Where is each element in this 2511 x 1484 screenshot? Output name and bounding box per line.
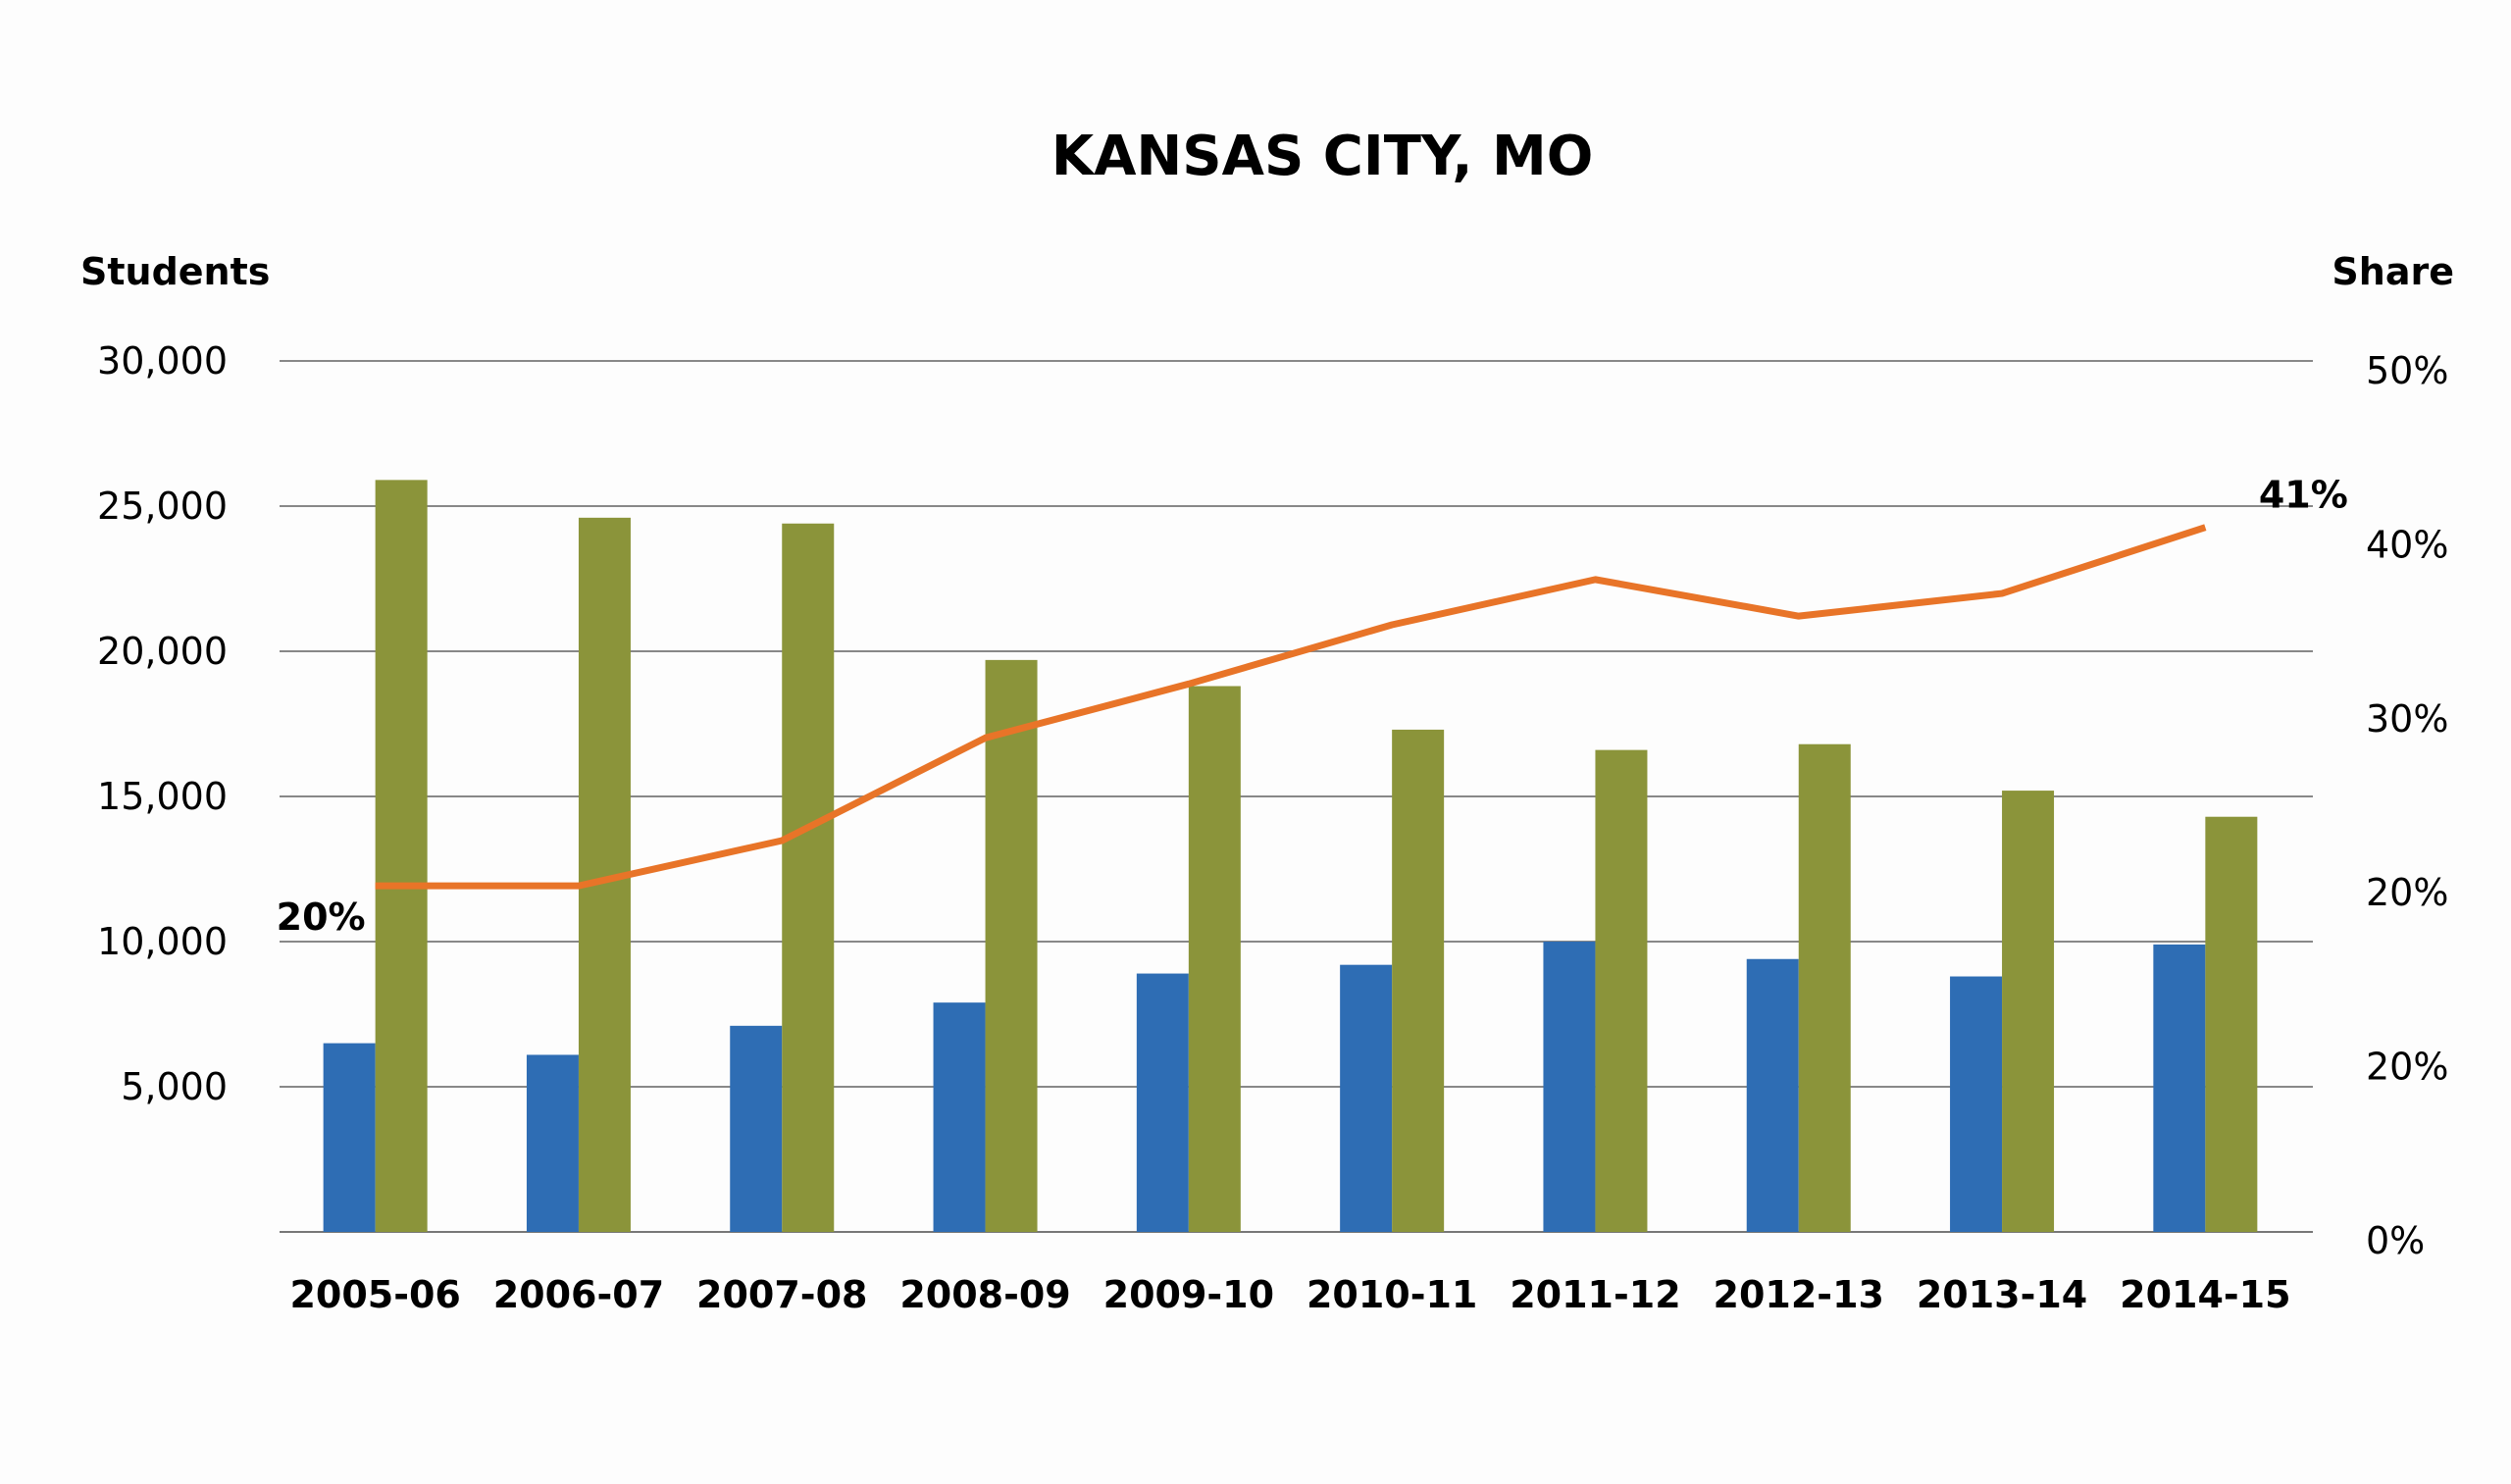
bar-series2-2008-09 [985,659,1038,1232]
bar-series1-2014-15 [2153,944,2206,1232]
bar-series1-2011-12 [1543,942,1596,1232]
y-tick-label: 20,000 [97,630,228,673]
bar-series1-2005-06 [323,1043,376,1232]
y2-axis-title: Share [2332,250,2454,293]
x-tick-label: 2006-07 [493,1273,664,1316]
y-tick-label: 25,000 [97,485,228,528]
y-tick-label: 10,000 [97,920,228,963]
y2-tick-label: 30% [2366,697,2448,741]
x-tick-label: 2007-08 [696,1273,867,1316]
y-tick-label: 5,000 [121,1065,228,1108]
x-tick-label: 2014-15 [2120,1273,2290,1316]
x-tick-label: 2008-09 [899,1273,1070,1316]
y2-tick-label: 0% [2366,1219,2425,1262]
bar-series1-2006-07 [526,1054,579,1232]
bar-series1-2010-11 [1340,964,1393,1232]
y2-tick-label: 20% [2366,1046,2448,1089]
x-tick-label: 2012-13 [1714,1273,1884,1316]
x-tick-label: 2011-12 [1510,1273,1680,1316]
y2-tick-label: 40% [2366,523,2448,566]
line-series [375,524,2207,890]
bar-series2-2009-10 [1188,686,1241,1232]
bar-series2-2013-14 [2002,791,2055,1232]
x-tick-label: 2010-11 [1307,1273,1477,1316]
bar-series2-2007-08 [782,523,835,1232]
y-axis-title: Students [80,250,270,293]
y2-tick-label: 50% [2366,349,2448,392]
bar-series2-2014-15 [2205,816,2258,1232]
x-tick-label: 2013-14 [1917,1273,2087,1316]
bar-series1-2012-13 [1746,958,1799,1232]
y-tick-label: 15,000 [97,775,228,818]
data-label: 41% [2259,474,2348,517]
tick-labels: 5,000 10,000 15,000 20,000 25,000 30,000 0% 20%… [97,339,2448,1316]
bar-series1-2013-14 [1950,976,2003,1232]
bar-series1-2009-10 [1136,973,1189,1232]
bar-series1-2007-08 [730,1025,783,1232]
bar-series2-2010-11 [1392,729,1445,1232]
bar-series2-2011-12 [1595,749,1648,1232]
x-tick-label: 2009-10 [1103,1273,1274,1316]
x-tick-label: 2005-06 [289,1273,460,1316]
bar-series2-2012-13 [1798,743,1851,1232]
bars [323,480,2258,1232]
data-label: 20% [277,896,366,939]
chart-title: KANSAS CITY, MO [1051,125,1594,188]
bar-series2-2005-06 [375,480,428,1232]
bar-series1-2008-09 [933,1002,986,1232]
share-line [375,524,2207,890]
y2-tick-label: 20% [2366,871,2448,914]
y-tick-label: 30,000 [97,339,228,383]
